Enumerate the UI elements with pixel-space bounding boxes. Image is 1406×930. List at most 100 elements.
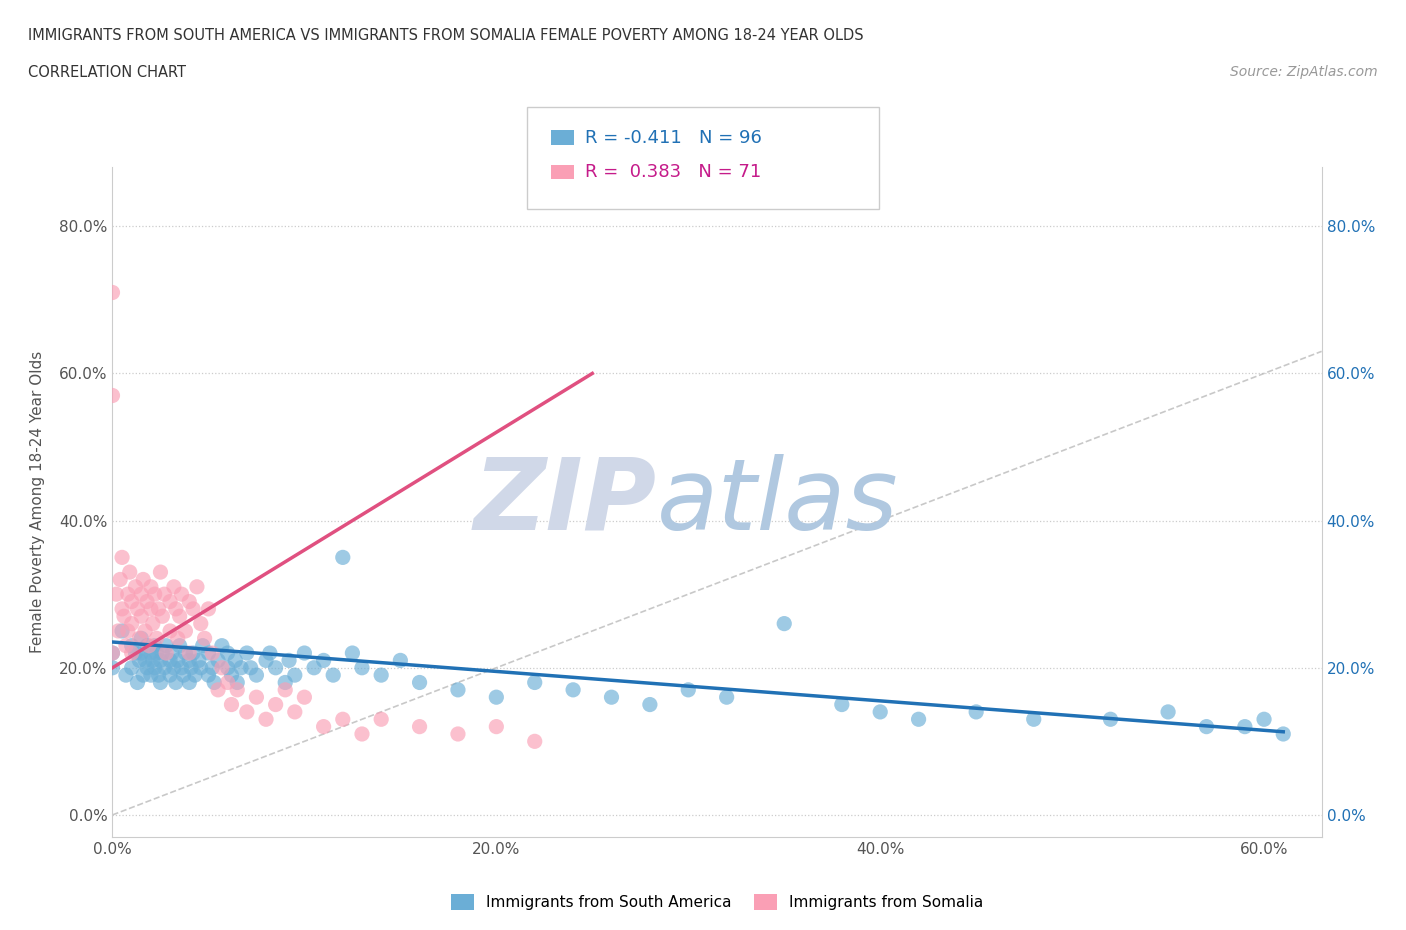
Point [165, 675, 187, 690]
Point [101, 286, 124, 300]
Legend: Immigrants from South America, Immigrants from Somalia: Immigrants from South America, Immigrant… [444, 888, 990, 916]
Point [236, 704, 259, 719]
Point [1233, 719, 1256, 734]
Point [121, 645, 143, 660]
Point [217, 645, 239, 660]
Point [447, 726, 470, 741]
Point [221, 668, 243, 683]
Text: ZIP: ZIP [474, 454, 657, 551]
Point [101, 388, 124, 403]
Point [108, 572, 131, 587]
Point [132, 668, 155, 683]
Point [264, 698, 287, 712]
Point [150, 645, 173, 660]
Point [236, 645, 259, 660]
Point [274, 683, 297, 698]
Point [111, 602, 134, 617]
Point [136, 638, 159, 653]
Point [217, 675, 239, 690]
Point [773, 617, 796, 631]
Point [163, 660, 186, 675]
Point [1253, 711, 1275, 726]
Point [197, 645, 219, 660]
Point [101, 660, 124, 675]
Text: CORRELATION CHART: CORRELATION CHART [28, 65, 186, 80]
Point [136, 660, 159, 675]
Point [389, 653, 412, 668]
Point [562, 683, 585, 698]
Point [124, 645, 146, 660]
Point [523, 734, 546, 749]
Point [245, 668, 267, 683]
Point [155, 638, 177, 653]
Point [350, 660, 373, 675]
Point [166, 631, 188, 645]
Point [121, 660, 143, 675]
Point [312, 719, 335, 734]
Point [127, 602, 149, 617]
Point [284, 704, 307, 719]
Point [169, 638, 191, 653]
Point [190, 617, 212, 631]
Point [370, 668, 392, 683]
Point [179, 675, 201, 690]
Point [142, 617, 165, 631]
Point [155, 645, 177, 660]
Point [121, 617, 143, 631]
Point [191, 638, 214, 653]
Y-axis label: Female Poverty Among 18-24 Year Olds: Female Poverty Among 18-24 Year Olds [31, 352, 45, 654]
Point [142, 653, 165, 668]
Point [180, 660, 202, 675]
Point [181, 645, 204, 660]
Point [107, 623, 129, 638]
Point [302, 660, 325, 675]
Point [716, 690, 738, 705]
Point [148, 668, 170, 683]
Point [149, 675, 172, 690]
Point [284, 668, 307, 683]
Point [138, 638, 160, 653]
Point [229, 660, 252, 675]
Point [254, 711, 277, 726]
Point [408, 719, 430, 734]
Point [447, 683, 470, 698]
Point [159, 594, 181, 609]
Point [115, 668, 138, 683]
Point [121, 594, 143, 609]
Point [101, 645, 124, 660]
Point [105, 587, 128, 602]
Point [159, 623, 181, 638]
Point [239, 660, 262, 675]
Point [181, 602, 204, 617]
Point [121, 638, 143, 653]
Point [907, 711, 929, 726]
Point [207, 653, 229, 668]
Point [112, 609, 135, 624]
Text: R = -0.411   N = 96: R = -0.411 N = 96 [585, 128, 762, 147]
Point [166, 653, 188, 668]
Point [127, 675, 149, 690]
Point [143, 638, 166, 653]
Point [145, 645, 167, 660]
Point [221, 698, 243, 712]
Point [170, 587, 193, 602]
Point [128, 653, 150, 668]
Point [134, 653, 156, 668]
Point [245, 690, 267, 705]
Point [294, 690, 316, 705]
Point [139, 602, 162, 617]
Point [101, 645, 124, 660]
Point [128, 631, 150, 645]
Point [145, 631, 167, 645]
Point [150, 609, 173, 624]
Point [350, 726, 373, 741]
Point [136, 594, 159, 609]
Point [1157, 704, 1180, 719]
Point [224, 653, 246, 668]
Text: R =  0.383   N = 71: R = 0.383 N = 71 [585, 163, 761, 181]
Point [600, 690, 623, 705]
Point [201, 660, 224, 675]
Point [132, 572, 155, 587]
Point [159, 653, 181, 668]
Point [129, 645, 152, 660]
